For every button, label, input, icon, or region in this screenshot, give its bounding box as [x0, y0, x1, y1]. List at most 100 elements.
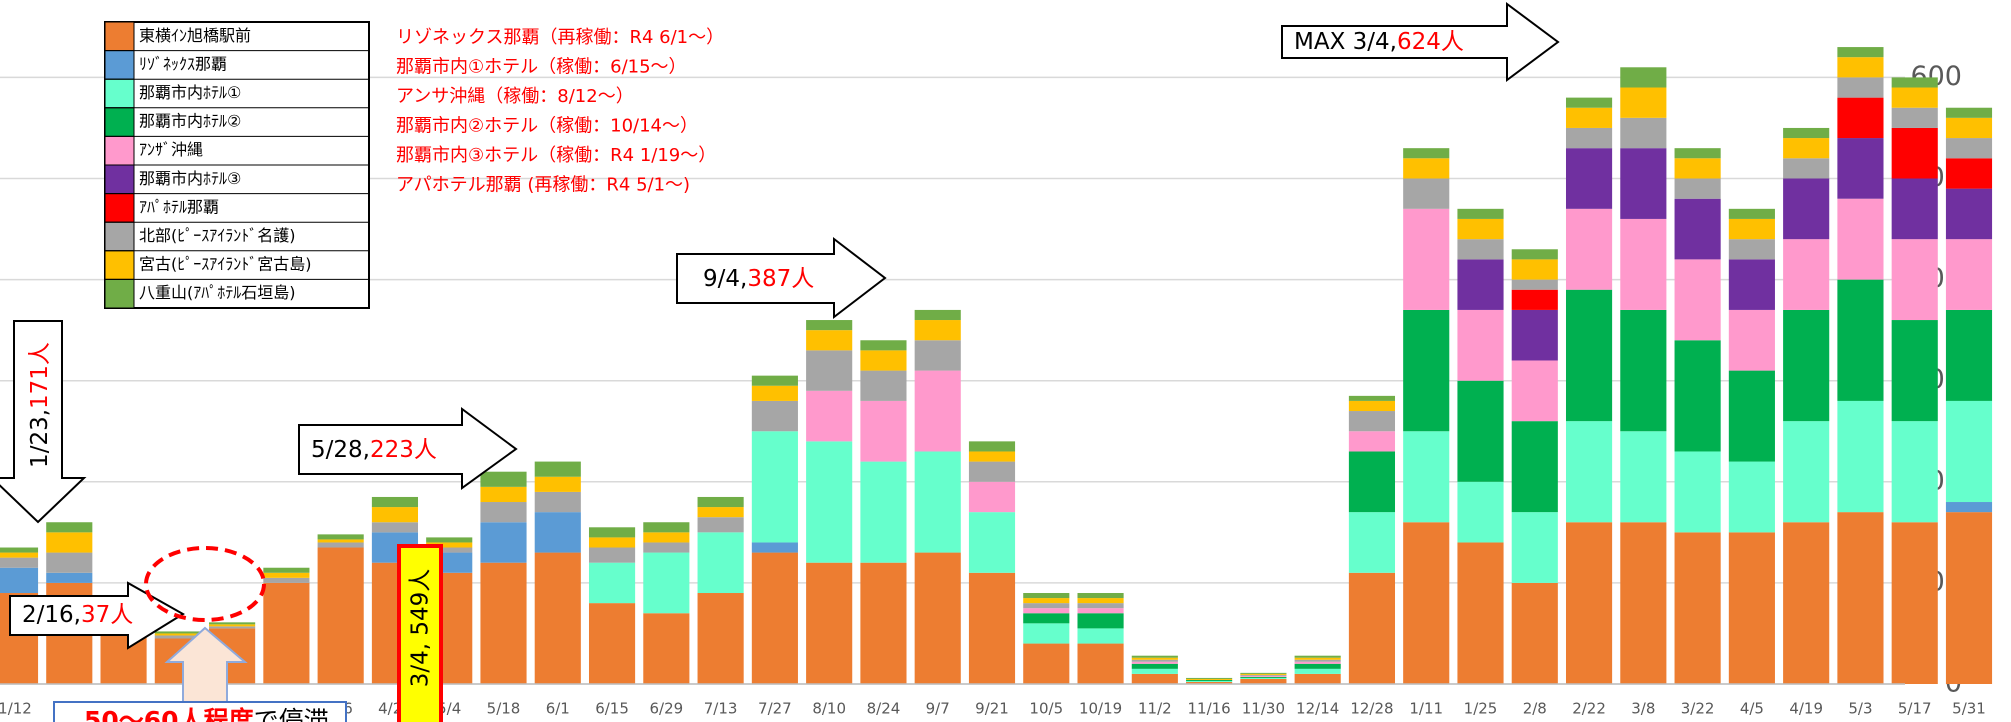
- bar-segment: [1131, 657, 1178, 660]
- bar-segment: [1077, 613, 1124, 629]
- bar-segment: [914, 340, 961, 371]
- bar-segment: [1945, 512, 1993, 684]
- bar-segment: [643, 552, 690, 614]
- bar-segment: [1674, 148, 1721, 159]
- bar-segment: [1186, 679, 1233, 681]
- bar-segment: [0, 567, 39, 594]
- bar-segment: [1565, 127, 1613, 149]
- callout-date: 1/23,: [27, 409, 53, 468]
- bar-segment: [1186, 680, 1233, 682]
- legend: 東横ｲﾝ旭橋駅前ﾘｿﾞﾈｯｸｽ那覇那覇市内ﾎﾃﾙ①那覇市内ﾎﾃﾙ②ｱﾝｻﾞ沖縄那…: [104, 21, 724, 309]
- bar-segment: [1565, 107, 1613, 128]
- legend-swatch: [104, 50, 135, 80]
- bar-segment: [751, 542, 798, 553]
- callout-date: 9/4,: [703, 266, 747, 292]
- bar-segment: [1511, 360, 1558, 422]
- bar-segment: [1511, 512, 1558, 583]
- legend-label: 那覇市内ﾎﾃﾙ①: [139, 83, 241, 102]
- bar-segment: [317, 542, 364, 548]
- bar-segment: [317, 539, 364, 543]
- bar-segment: [263, 577, 310, 583]
- x-tick-label: 1/25: [1464, 700, 1498, 718]
- x-tick-label: 4/19: [1789, 700, 1823, 718]
- bar-segment: [534, 491, 581, 513]
- legend-label: ﾘｿﾞﾈｯｸｽ那覇: [139, 54, 227, 73]
- bar-segment: [1240, 677, 1287, 679]
- bar-segment: [1891, 107, 1938, 128]
- note: 那覇市内②ホテル（稼働：10/14～）: [396, 116, 698, 137]
- x-tick-label: 10/19: [1079, 700, 1122, 718]
- bar-segment: [1620, 87, 1667, 118]
- bar-segment: [1945, 239, 1993, 310]
- bar-segment: [1783, 178, 1830, 240]
- bar-segment: [806, 562, 853, 684]
- bar-segment: [154, 633, 201, 636]
- bar-segment: [1783, 421, 1830, 523]
- bar-segment: [209, 622, 256, 625]
- bar-segment: [1620, 148, 1667, 219]
- bar-segment: [1783, 522, 1830, 684]
- legend-swatch: [104, 107, 135, 137]
- bar-segment: [697, 532, 744, 594]
- bar-segment: [860, 461, 907, 563]
- bar-segment: [697, 517, 744, 533]
- bar-segment: [1023, 643, 1070, 684]
- bar-segment: [1348, 411, 1396, 432]
- bar-segment: [1240, 676, 1287, 678]
- bar-segment: [1077, 643, 1124, 684]
- bar-segment: [1565, 289, 1613, 422]
- bar-segment: [1837, 47, 1884, 58]
- bar-segment: [1837, 198, 1884, 280]
- legend-label: 東横ｲﾝ旭橋駅前: [139, 26, 251, 45]
- bar-segment: [480, 562, 527, 684]
- bar-segment: [1945, 400, 1993, 503]
- bar-segment: [480, 486, 527, 503]
- legend-swatch: [104, 164, 135, 195]
- bar-segment: [1674, 198, 1721, 260]
- callout-count: 624人: [1397, 29, 1464, 55]
- bar-segment: [1077, 628, 1124, 644]
- bars: [0, 47, 1993, 685]
- bar-segment: [1131, 661, 1178, 664]
- bar-segment: [371, 507, 419, 523]
- legend-swatch: [104, 250, 135, 280]
- x-tick-label: 6/15: [595, 700, 629, 718]
- x-tick-label: 11/2: [1138, 700, 1172, 718]
- bar-segment: [860, 370, 907, 401]
- bar-segment: [1403, 158, 1450, 179]
- bar-segment: [1674, 158, 1721, 179]
- bar-segment: [1620, 117, 1667, 149]
- bar-segment: [1294, 668, 1341, 674]
- bar-segment: [1945, 107, 1993, 118]
- bar-segment: [317, 547, 364, 684]
- bar-segment: [914, 309, 961, 321]
- x-tick-label: 5/3: [1848, 700, 1872, 718]
- bar-segment: [914, 552, 961, 684]
- bar-segment: [1891, 87, 1938, 108]
- stall-box: [53, 701, 347, 722]
- x-tick-label: 5/18: [487, 700, 521, 718]
- bar-segment: [1945, 188, 1993, 240]
- bar-segment: [1620, 218, 1667, 310]
- bar-segment: [1403, 522, 1450, 684]
- bar-segment: [1240, 675, 1287, 677]
- bar-segment: [1077, 603, 1124, 609]
- bar-segment: [860, 562, 907, 684]
- bar-segment: [588, 537, 636, 548]
- bar-segment: [1348, 512, 1396, 573]
- x-tick-label: 6/29: [649, 700, 683, 718]
- x-tick-label: 3/22: [1681, 700, 1715, 718]
- arrow: [1281, 2, 1560, 82]
- bar-segment: [1837, 97, 1884, 139]
- legend-label: ｱﾊﾟﾎﾃﾙ那覇: [139, 197, 219, 216]
- bar-segment: [1945, 309, 1993, 401]
- bar-segment: [1023, 603, 1070, 609]
- callout: 2/16,37人: [22, 602, 133, 628]
- callout: MAX 3/4,624人: [1294, 29, 1464, 55]
- bar-segment: [1674, 451, 1721, 533]
- bar-segment: [1348, 451, 1396, 513]
- bar-segment: [1891, 77, 1938, 88]
- bar-segment: [1294, 663, 1341, 669]
- x-tick-label: 6/1: [546, 700, 570, 718]
